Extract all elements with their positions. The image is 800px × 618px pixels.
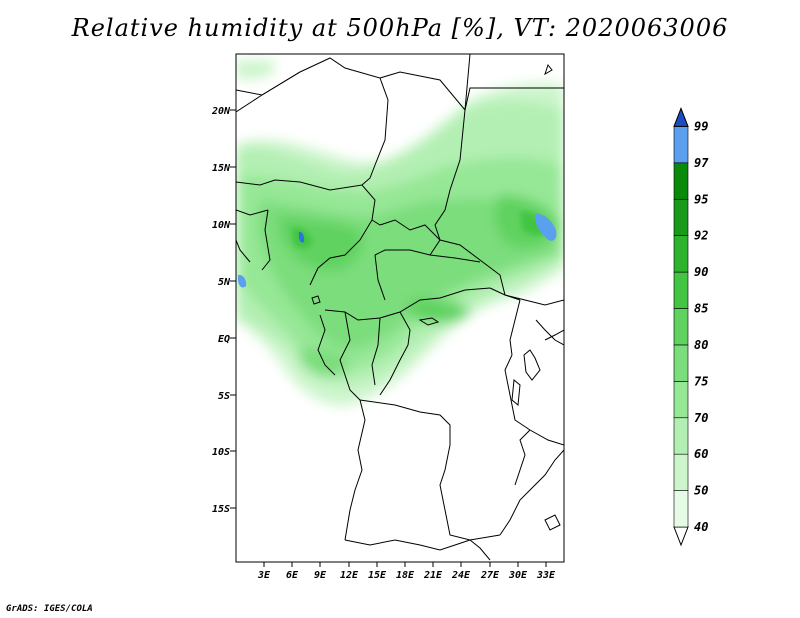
- lat-label: 15N: [212, 163, 231, 174]
- colorbar-upper-arrow: [673, 107, 689, 127]
- colorbar-label: 60: [694, 447, 708, 461]
- colorbar-segment: [673, 198, 689, 236]
- colorbar-segment: [673, 381, 689, 419]
- longitude-labels: 3E 6E 9E 12E 15E 18E 21E 24E 27E 30E 33E: [257, 562, 556, 581]
- lon-label: 33E: [536, 570, 556, 581]
- colorbar: [673, 107, 689, 547]
- colorbar-label: 95: [694, 192, 708, 206]
- lon-label: 6E: [286, 570, 299, 581]
- colorbar-segment: [673, 453, 689, 491]
- lon-label: 21E: [423, 570, 443, 581]
- lat-label: 20N: [211, 106, 231, 117]
- colorbar-label: 70: [694, 411, 708, 425]
- colorbar-segment: [673, 271, 689, 309]
- lon-label: 9E: [314, 570, 327, 581]
- lon-label: 30E: [508, 570, 528, 581]
- colorbar-label: 97: [694, 156, 709, 170]
- latitude-labels: 20N 15N 10N 5N EQ 5S 10S 15S: [211, 106, 236, 515]
- colorbar-label: 40: [694, 520, 708, 534]
- lat-label: 5N: [218, 277, 231, 288]
- humidity-field: [236, 60, 564, 406]
- lon-label: 18E: [396, 570, 415, 581]
- lat-label: 15S: [212, 504, 230, 515]
- country-borders: [236, 54, 564, 561]
- lat-label: EQ: [218, 334, 230, 345]
- map-frame: [235, 53, 565, 563]
- lon-label: 24E: [451, 570, 471, 581]
- colorbar-segment: [673, 162, 689, 200]
- lat-label: 10N: [212, 220, 231, 231]
- colorbar-labels: 40 50 60 70 75 80 85 90 92 95 97 99: [694, 119, 709, 534]
- colorbar-segment: [673, 126, 689, 164]
- colorbar-label: 92: [694, 229, 708, 243]
- colorbar-segment: [673, 235, 689, 273]
- colorbar-segment: [673, 490, 689, 528]
- colorbar-segment: [673, 344, 689, 382]
- footer-credit: GrADS: IGES/COLA: [6, 604, 93, 614]
- lat-label: 5S: [218, 391, 230, 402]
- map-title: Relative humidity at 500hPa [%], VT: 202…: [71, 14, 729, 42]
- colorbar-segment: [673, 308, 689, 346]
- colorbar-segment: [673, 417, 689, 455]
- lon-label: 15E: [368, 570, 387, 581]
- colorbar-label: 50: [694, 484, 708, 498]
- colorbar-lower-arrow: [673, 526, 689, 547]
- lon-label: 12E: [340, 570, 359, 581]
- colorbar-label: 99: [694, 119, 708, 133]
- lon-label: 27E: [480, 570, 500, 581]
- lon-label: 3E: [257, 570, 271, 581]
- colorbar-label: 80: [694, 338, 708, 352]
- colorbar-label: 85: [694, 302, 708, 316]
- colorbar-label: 75: [694, 374, 708, 388]
- lat-label: 10S: [212, 447, 230, 458]
- colorbar-label: 90: [694, 265, 708, 279]
